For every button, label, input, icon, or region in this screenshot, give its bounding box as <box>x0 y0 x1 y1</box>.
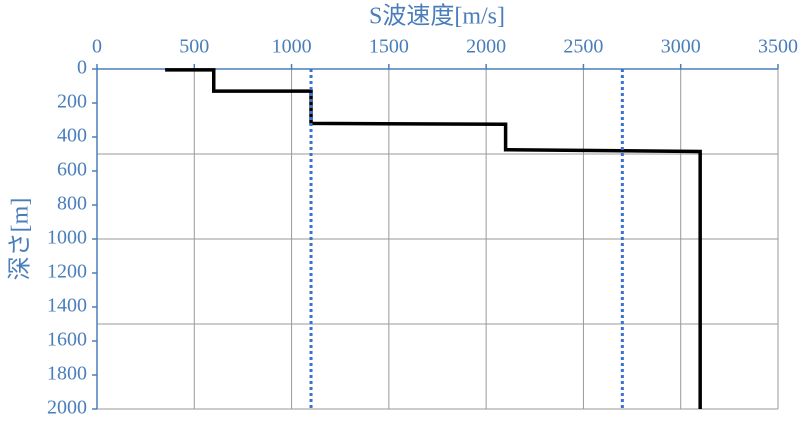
x-tick-label: 3500 <box>758 36 798 58</box>
y-tick-label: 400 <box>57 125 87 147</box>
chart-title: S波速度[m/s] <box>369 3 505 30</box>
y-tick-label: 200 <box>57 91 87 113</box>
x-tick-label: 2500 <box>563 36 603 58</box>
x-tick-label: 2000 <box>466 36 506 58</box>
y-tick-label: 1600 <box>47 329 87 351</box>
y-tick-label: 600 <box>57 159 87 181</box>
y-tick-label: 1800 <box>47 363 87 385</box>
x-tick-label: 3000 <box>661 36 701 58</box>
y-tick-label: 1000 <box>47 227 87 249</box>
x-tick-label: 0 <box>92 36 102 58</box>
y-tick-label: 1400 <box>47 295 87 317</box>
x-tick-label: 500 <box>179 36 209 58</box>
x-tick-label: 1500 <box>369 36 409 58</box>
y-tick-label: 1200 <box>47 261 87 283</box>
y-tick-label: 800 <box>57 193 87 215</box>
x-tick-label: 1000 <box>272 36 312 58</box>
y-tick-label: 2000 <box>47 397 87 419</box>
y-tick-label: 0 <box>77 57 87 79</box>
y-axis-label: 深さ[m] <box>7 198 34 281</box>
